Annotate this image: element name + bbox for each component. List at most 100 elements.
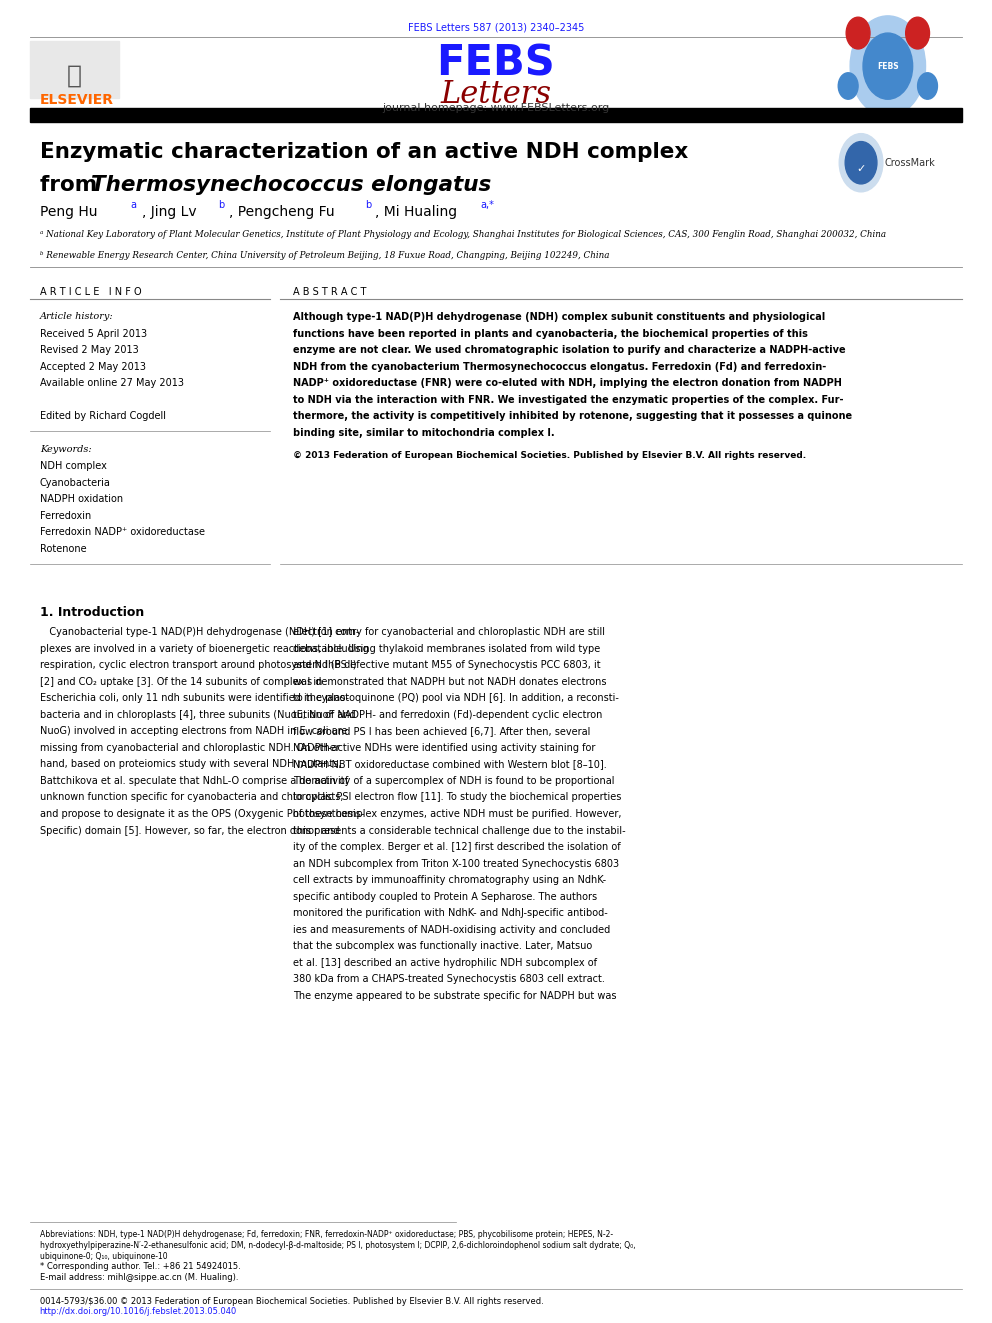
Circle shape [918,73,937,99]
Text: NuoG) involved in accepting electrons from NADH in E. coli are: NuoG) involved in accepting electrons fr… [40,726,347,737]
Text: unknown function specific for cyanobacteria and chloroplasts,: unknown function specific for cyanobacte… [40,792,343,803]
Text: Article history:: Article history: [40,312,113,321]
Text: Battchikova et al. speculate that NdhL-O comprise a domain of: Battchikova et al. speculate that NdhL-O… [40,775,348,786]
Text: ✓: ✓ [856,164,866,175]
Circle shape [850,16,926,116]
Text: Specific) domain [5]. However, so far, the electron donor and: Specific) domain [5]. However, so far, t… [40,826,339,836]
Text: NDH complex: NDH complex [40,460,106,471]
Text: monitored the purification with NdhK- and NdhJ-specific antibod-: monitored the purification with NdhK- an… [293,908,607,918]
Text: NADPH-NBT oxidoreductase combined with Western blot [8–10].: NADPH-NBT oxidoreductase combined with W… [293,759,606,770]
Text: Ferredoxin: Ferredoxin [40,511,91,521]
Text: NADP⁺ oxidoreductase (FNR) were co-eluted with NDH, implying the electron donati: NADP⁺ oxidoreductase (FNR) were co-elute… [293,378,841,389]
Text: 🌿: 🌿 [66,64,82,87]
Text: , Jing Lv: , Jing Lv [142,205,196,220]
Text: FEBS: FEBS [877,62,899,70]
Text: Although type-1 NAD(P)H dehydrogenase (NDH) complex subunit constituents and phy: Although type-1 NAD(P)H dehydrogenase (N… [293,312,825,323]
Text: , Pengcheng Fu: , Pengcheng Fu [229,205,334,220]
Text: hydroxyethylpiperazine-N′-2-ethanesulfonic acid; DM, n-dodecyl-β-d-maltoside; PS: hydroxyethylpiperazine-N′-2-ethanesulfon… [40,1241,635,1250]
Text: of these complex enzymes, active NDH must be purified. However,: of these complex enzymes, active NDH mus… [293,808,621,819]
Text: that the subcomplex was functionally inactive. Later, Matsuo: that the subcomplex was functionally ina… [293,942,592,951]
Text: Accepted 2 May 2013: Accepted 2 May 2013 [40,361,146,372]
Circle shape [838,73,858,99]
Text: http://dx.doi.org/10.1016/j.febslet.2013.05.040: http://dx.doi.org/10.1016/j.febslet.2013… [40,1307,237,1316]
Text: functions have been reported in plants and cyanobacteria, the biochemical proper: functions have been reported in plants a… [293,328,807,339]
Text: plexes are involved in a variety of bioenergetic reactions, including: plexes are involved in a variety of bioe… [40,643,369,654]
Text: * Corresponding author. Tel.: +86 21 54924015.: * Corresponding author. Tel.: +86 21 549… [40,1262,240,1271]
Text: to NDH via the interaction with FNR. We investigated the enzymatic properties of: to NDH via the interaction with FNR. We … [293,394,843,405]
Text: a,*: a,* [480,200,494,210]
Text: electron entry for cyanobacterial and chloroplastic NDH are still: electron entry for cyanobacterial and ch… [293,627,605,638]
Text: Enzymatic characterization of an active NDH complex: Enzymatic characterization of an active … [40,142,687,161]
Text: Abbreviations: NDH, type-1 NAD(P)H dehydrogenase; Fd, ferredoxin; FNR, ferredoxi: Abbreviations: NDH, type-1 NAD(P)H dehyd… [40,1230,613,1240]
Text: an NDH subcomplex from Triton X-100 treated Synechocystis 6803: an NDH subcomplex from Triton X-100 trea… [293,859,619,869]
Text: Ferredoxin NADP⁺ oxidoreductase: Ferredoxin NADP⁺ oxidoreductase [40,527,204,537]
Text: © 2013 Federation of European Biochemical Societies. Published by Elsevier B.V. : © 2013 Federation of European Biochemica… [293,451,806,460]
Text: CrossMark: CrossMark [885,157,935,168]
Circle shape [863,33,913,99]
Text: b: b [218,200,224,210]
Text: debatable. Using thylakoid membranes isolated from wild type: debatable. Using thylakoid membranes iso… [293,643,600,654]
Text: was demonstrated that NADPH but not NADH donates electrons: was demonstrated that NADPH but not NADH… [293,676,606,687]
Text: ubiquinone-0; Q₁₀, ubiquinone-10: ubiquinone-0; Q₁₀, ubiquinone-10 [40,1252,168,1261]
Text: cell extracts by immunoaffinity chromatography using an NdhK-: cell extracts by immunoaffinity chromato… [293,876,606,885]
Text: to the plastoquinone (PQ) pool via NDH [6]. In addition, a reconsti-: to the plastoquinone (PQ) pool via NDH [… [293,693,619,704]
Text: Letters: Letters [440,79,552,110]
Text: A R T I C L E   I N F O: A R T I C L E I N F O [40,287,141,298]
Text: [2] and CO₂ uptake [3]. Of the 14 subunits of complex I in: [2] and CO₂ uptake [3]. Of the 14 subuni… [40,676,322,687]
Text: ᵇ Renewable Energy Research Center, China University of Petroleum Beijing, 18 Fu: ᵇ Renewable Energy Research Center, Chin… [40,251,609,261]
Text: et al. [13] described an active hydrophilic NDH subcomplex of: et al. [13] described an active hydrophi… [293,958,596,968]
Text: The activity of a supercomplex of NDH is found to be proportional: The activity of a supercomplex of NDH is… [293,775,614,786]
Text: Cyanobacterial type-1 NAD(P)H dehydrogenase (NDH) [1] com-: Cyanobacterial type-1 NAD(P)H dehydrogen… [40,627,359,638]
Text: flow around PS I has been achieved [6,7]. After then, several: flow around PS I has been achieved [6,7]… [293,726,590,737]
Text: Received 5 April 2013: Received 5 April 2013 [40,328,147,339]
Text: The enzyme appeared to be substrate specific for NADPH but was: The enzyme appeared to be substrate spec… [293,991,616,1002]
Text: 0014-5793/$36.00 © 2013 Federation of European Biochemical Societies. Published : 0014-5793/$36.00 © 2013 Federation of Eu… [40,1297,544,1306]
Text: Thermosynechococcus elongatus: Thermosynechococcus elongatus [91,175,491,194]
Text: A B S T R A C T: A B S T R A C T [293,287,366,298]
Text: and NdhB defective mutant M55 of Synechocystis PCC 6803, it: and NdhB defective mutant M55 of Synecho… [293,660,600,671]
Text: thermore, the activity is competitively inhibited by rotenone, suggesting that i: thermore, the activity is competitively … [293,411,852,422]
Circle shape [846,17,870,49]
Text: enzyme are not clear. We used chromatographic isolation to purify and characteri: enzyme are not clear. We used chromatogr… [293,345,845,356]
Text: b: b [365,200,371,210]
Circle shape [839,134,883,192]
Text: Cyanobacteria: Cyanobacteria [40,478,110,488]
Text: tution of NADPH- and ferredoxin (Fd)-dependent cyclic electron: tution of NADPH- and ferredoxin (Fd)-dep… [293,709,602,720]
Text: from: from [40,175,104,194]
Text: ity of the complex. Berger et al. [12] first described the isolation of: ity of the complex. Berger et al. [12] f… [293,841,620,852]
Circle shape [845,142,877,184]
Text: Revised 2 May 2013: Revised 2 May 2013 [40,345,139,356]
Text: Edited by Richard Cogdell: Edited by Richard Cogdell [40,411,166,422]
Text: , Mi Hualing: , Mi Hualing [375,205,457,220]
Text: FEBS: FEBS [436,42,556,85]
Text: 380 kDa from a CHAPS-treated Synechocystis 6803 cell extract.: 380 kDa from a CHAPS-treated Synechocyst… [293,974,604,984]
Text: Peng Hu: Peng Hu [40,205,97,220]
Text: 1. Introduction: 1. Introduction [40,606,144,619]
Text: Rotenone: Rotenone [40,544,86,554]
Text: specific antibody coupled to Protein A Sepharose. The authors: specific antibody coupled to Protein A S… [293,892,597,902]
Text: Keywords:: Keywords: [40,445,91,454]
Text: ies and measurements of NADH-oxidising activity and concluded: ies and measurements of NADH-oxidising a… [293,925,610,935]
Text: a: a [130,200,136,210]
Text: NADPH-active NDHs were identified using activity staining for: NADPH-active NDHs were identified using … [293,744,595,753]
Text: hand, based on proteiomics study with several NDH mutants,: hand, based on proteiomics study with se… [40,759,341,770]
Text: ᵃ National Key Laboratory of Plant Molecular Genetics, Institute of Plant Physio: ᵃ National Key Laboratory of Plant Molec… [40,230,886,239]
Text: journal homepage: www.FEBSLetters.org: journal homepage: www.FEBSLetters.org [382,103,610,114]
Text: respiration, cyclic electron transport around photosystem I (PS I): respiration, cyclic electron transport a… [40,660,356,671]
Text: E-mail address: mihl@sippe.ac.cn (M. Hualing).: E-mail address: mihl@sippe.ac.cn (M. Hua… [40,1273,238,1282]
Text: to cyclic PSI electron flow [11]. To study the biochemical properties: to cyclic PSI electron flow [11]. To stu… [293,792,621,803]
Text: missing from cyanobacterial and chloroplastic NDH. On other: missing from cyanobacterial and chloropl… [40,744,339,753]
Circle shape [906,17,930,49]
Text: binding site, similar to mitochondria complex I.: binding site, similar to mitochondria co… [293,429,555,438]
Text: FEBS Letters 587 (2013) 2340–2345: FEBS Letters 587 (2013) 2340–2345 [408,22,584,33]
Bar [30,108,962,122]
Text: Available online 27 May 2013: Available online 27 May 2013 [40,378,184,389]
Text: bacteria and in chloroplasts [4], three subunits (NuoE, NuoF and: bacteria and in chloroplasts [4], three … [40,709,355,720]
Text: and propose to designate it as the OPS (Oxygenic Photosynthesis-: and propose to designate it as the OPS (… [40,808,364,819]
Text: ELSEVIER: ELSEVIER [40,93,114,107]
Text: NADPH oxidation: NADPH oxidation [40,493,123,504]
Text: NDH from the cyanobacterium Thermosynechococcus elongatus. Ferredoxin (Fd) and f: NDH from the cyanobacterium Thermosynech… [293,361,826,372]
Bar [30,41,119,98]
Text: this presents a considerable technical challenge due to the instabil-: this presents a considerable technical c… [293,826,625,836]
Text: Escherichia coli, only 11 ndh subunits were identified in cyano-: Escherichia coli, only 11 ndh subunits w… [40,693,348,704]
